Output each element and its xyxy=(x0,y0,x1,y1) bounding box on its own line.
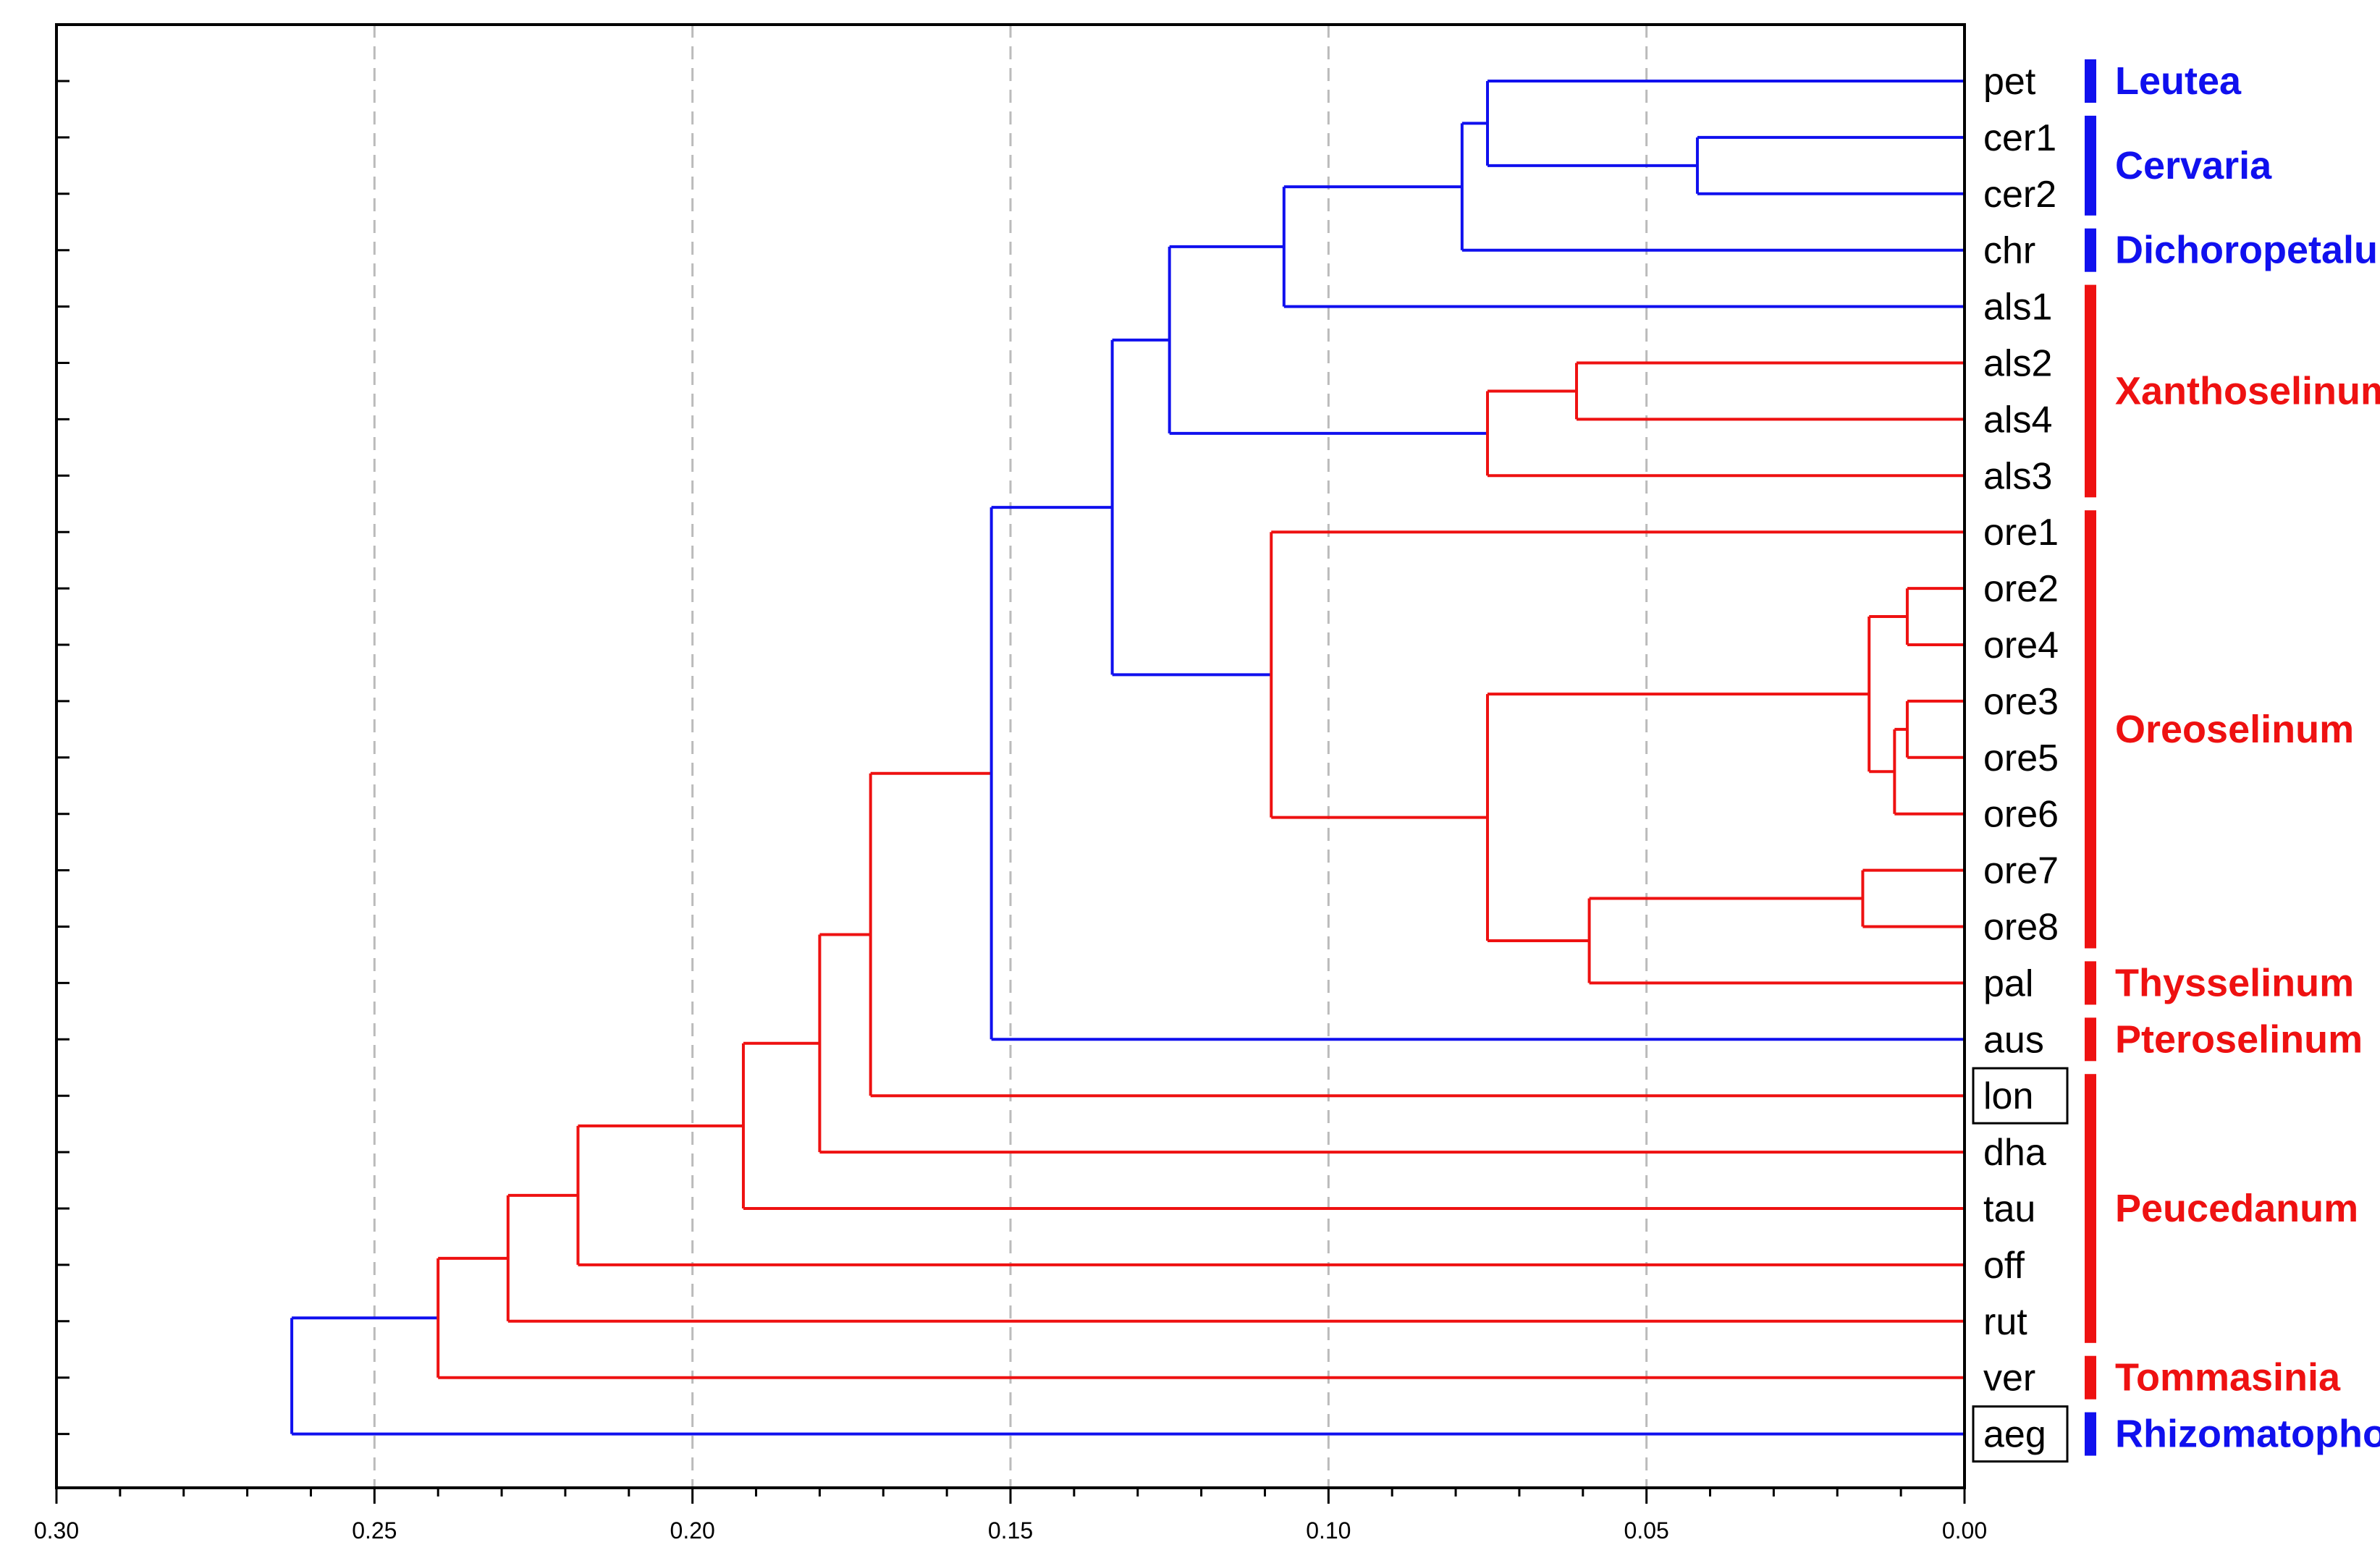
group-label-leutea: Leutea xyxy=(2115,59,2242,103)
group-bar-xanthoselinum xyxy=(2085,284,2096,498)
leaf-label-als4: als4 xyxy=(1983,399,2052,441)
leaf-label-pet: pet xyxy=(1983,61,2036,103)
group-bar-tommasinia xyxy=(2085,1355,2096,1400)
leaf-label-dha: dha xyxy=(1983,1132,2046,1174)
x-tick-label-3: 0.15 xyxy=(988,1517,1033,1544)
leaf-label-ore3: ore3 xyxy=(1983,681,2059,723)
leaf-box-lon xyxy=(1972,1067,2069,1125)
leaf-labels: pet cer1 cer2 chr als1 als2 als4 als3 ore1 ore2 or… xyxy=(1972,61,2069,1463)
group-bar-dichoropetalum xyxy=(2085,228,2096,272)
group-bar-pteroselinum xyxy=(2085,1017,2096,1062)
group-label-dichoropetalum: Dichoropetalum xyxy=(2115,229,2380,272)
group-label-rhizomatophora: Rhizomatophora xyxy=(2115,1413,2380,1456)
group-bar-cervaria xyxy=(2085,115,2096,216)
leaf-label-off: off xyxy=(1983,1245,2025,1287)
leaf-label-tau: tau xyxy=(1983,1188,2035,1230)
group-label-tommasinia: Tommasinia xyxy=(2115,1356,2341,1400)
leaf-label-ore8: ore8 xyxy=(1983,907,2059,949)
leaf-label-rut: rut xyxy=(1983,1301,2027,1343)
leaf-label-ore6: ore6 xyxy=(1983,794,2059,836)
grid-lines xyxy=(373,25,1648,1488)
x-tick-label-0: 0.30 xyxy=(34,1517,79,1544)
leaf-label-cer2: cer2 xyxy=(1983,174,2056,216)
group-bar-rhizomatophora xyxy=(2085,1412,2096,1456)
x-tick-label-1: 0.25 xyxy=(352,1517,397,1544)
group-label-pteroselinum: Pteroselinum xyxy=(2115,1017,2363,1061)
group-label-xanthoselinum: Xanthoselinum xyxy=(2115,369,2380,412)
leaf-label-cer1: cer1 xyxy=(1983,117,2056,159)
dendrogram-links xyxy=(290,80,1965,1436)
x-tick-label-5: 0.05 xyxy=(1624,1517,1669,1544)
group-label-oreoselinum: Oreoselinum xyxy=(2115,708,2354,751)
axis-ticks: 0.30 0.25 0.20 0.15 0.10 0.05 0.00 xyxy=(34,80,1987,1544)
group-bar-oreoselinum xyxy=(2085,510,2096,949)
leaf-label-als1: als1 xyxy=(1983,287,2052,329)
leaf-label-pal: pal xyxy=(1983,962,2033,1004)
leaf-label-ver: ver xyxy=(1983,1358,2035,1400)
leaf-label-ore1: ore1 xyxy=(1983,512,2059,554)
group-bar-peucedanum xyxy=(2085,1074,2096,1343)
leaf-label-lon: lon xyxy=(1983,1075,2033,1117)
group-label-thysselinum: Thysselinum xyxy=(2115,961,2354,1004)
x-tick-label-4: 0.10 xyxy=(1306,1517,1351,1544)
leaf-label-als2: als2 xyxy=(1983,343,2052,385)
x-tick-label-2: 0.20 xyxy=(670,1517,715,1544)
leaf-label-ore4: ore4 xyxy=(1983,625,2059,666)
group-label-cervaria: Cervaria xyxy=(2115,144,2272,187)
group-bar-thysselinum xyxy=(2085,961,2096,1005)
leaf-label-ore5: ore5 xyxy=(1983,737,2059,779)
group-label-peucedanum: Peucedanum xyxy=(2115,1187,2358,1230)
leaf-label-aus: aus xyxy=(1983,1019,2044,1061)
leaf-label-ore2: ore2 xyxy=(1983,568,2059,610)
leaf-label-als3: als3 xyxy=(1983,455,2052,497)
leaf-label-ore7: ore7 xyxy=(1983,850,2059,892)
leaf-label-chr: chr xyxy=(1983,230,2035,272)
leaf-box-aeg xyxy=(1972,1405,2069,1463)
x-tick-label-6: 0.00 xyxy=(1942,1517,1987,1544)
group-annotations: Leutea Cervaria Dichoropetalum Xanthoselinu… xyxy=(2085,59,2380,1456)
group-bar-leutea xyxy=(2085,59,2096,103)
leaf-label-aeg: aeg xyxy=(1983,1414,2046,1456)
